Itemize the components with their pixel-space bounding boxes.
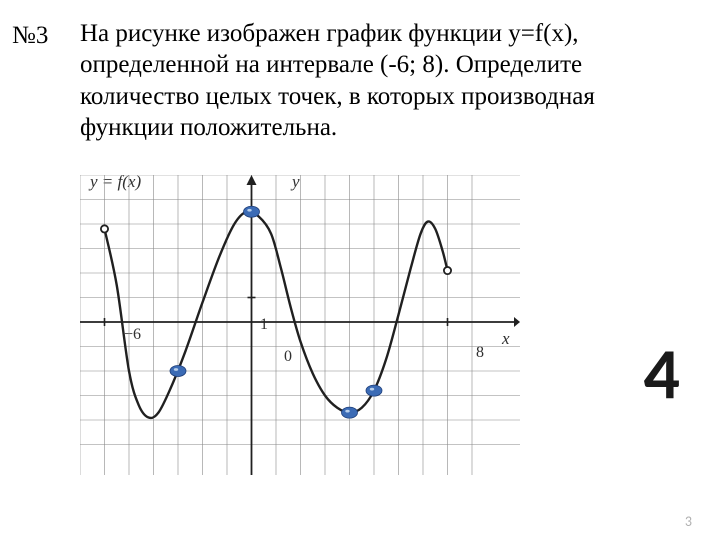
page-number: 3 bbox=[685, 513, 692, 530]
problem-text: На рисунке изображен график функции y=f(… bbox=[80, 18, 660, 143]
problem-number: №3 bbox=[12, 22, 48, 50]
answer: 4 bbox=[644, 330, 681, 418]
graph-svg bbox=[80, 175, 520, 475]
graph bbox=[80, 175, 520, 475]
